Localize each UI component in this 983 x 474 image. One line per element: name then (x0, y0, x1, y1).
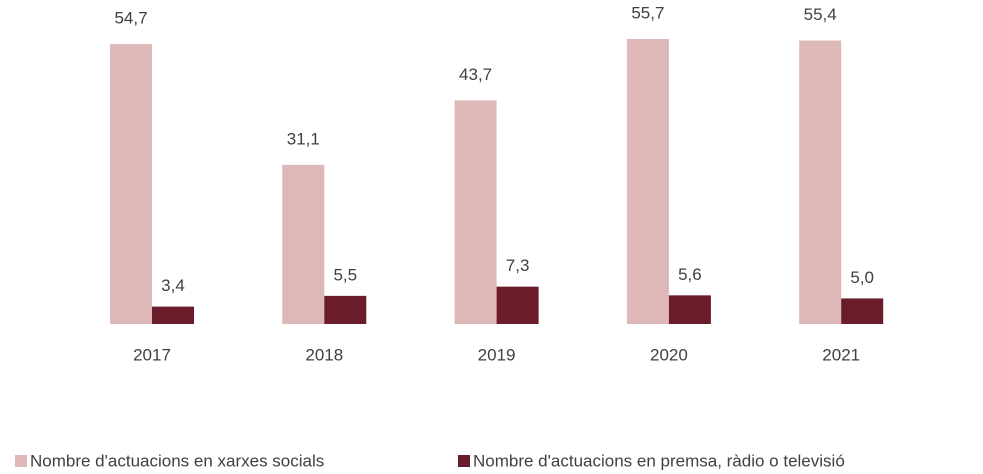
x-tick-label: 2018 (305, 345, 343, 364)
data-label: 3,4 (161, 276, 185, 295)
legend-label: Nombre d'actuacions en xarxes socials (30, 451, 324, 470)
x-tick-label: 2021 (822, 345, 860, 364)
bar (282, 164, 325, 324)
bar (110, 44, 152, 324)
legend-label: Nombre d'actuacions en premsa, ràdio o t… (473, 451, 845, 470)
bar (454, 100, 497, 324)
bar (841, 298, 884, 324)
bar (626, 39, 669, 324)
x-tick-label: 2019 (478, 345, 516, 364)
bar (496, 286, 539, 324)
bar (799, 40, 842, 325)
bar (324, 295, 367, 324)
x-tick-label: 2017 (133, 345, 171, 364)
bar (668, 295, 711, 324)
data-label: 54,7 (114, 9, 147, 28)
data-label: 55,7 (631, 3, 664, 22)
data-label: 55,4 (804, 5, 837, 24)
data-label: 43,7 (459, 65, 492, 84)
bar (152, 306, 194, 324)
data-label: 31,1 (287, 129, 320, 148)
legend-swatch (15, 455, 27, 467)
data-label: 5,0 (850, 268, 874, 287)
data-label: 5,5 (333, 265, 357, 284)
x-tick-label: 2020 (650, 345, 688, 364)
data-label: 7,3 (506, 256, 530, 275)
data-label: 5,6 (678, 265, 702, 284)
legend-swatch (458, 455, 470, 467)
